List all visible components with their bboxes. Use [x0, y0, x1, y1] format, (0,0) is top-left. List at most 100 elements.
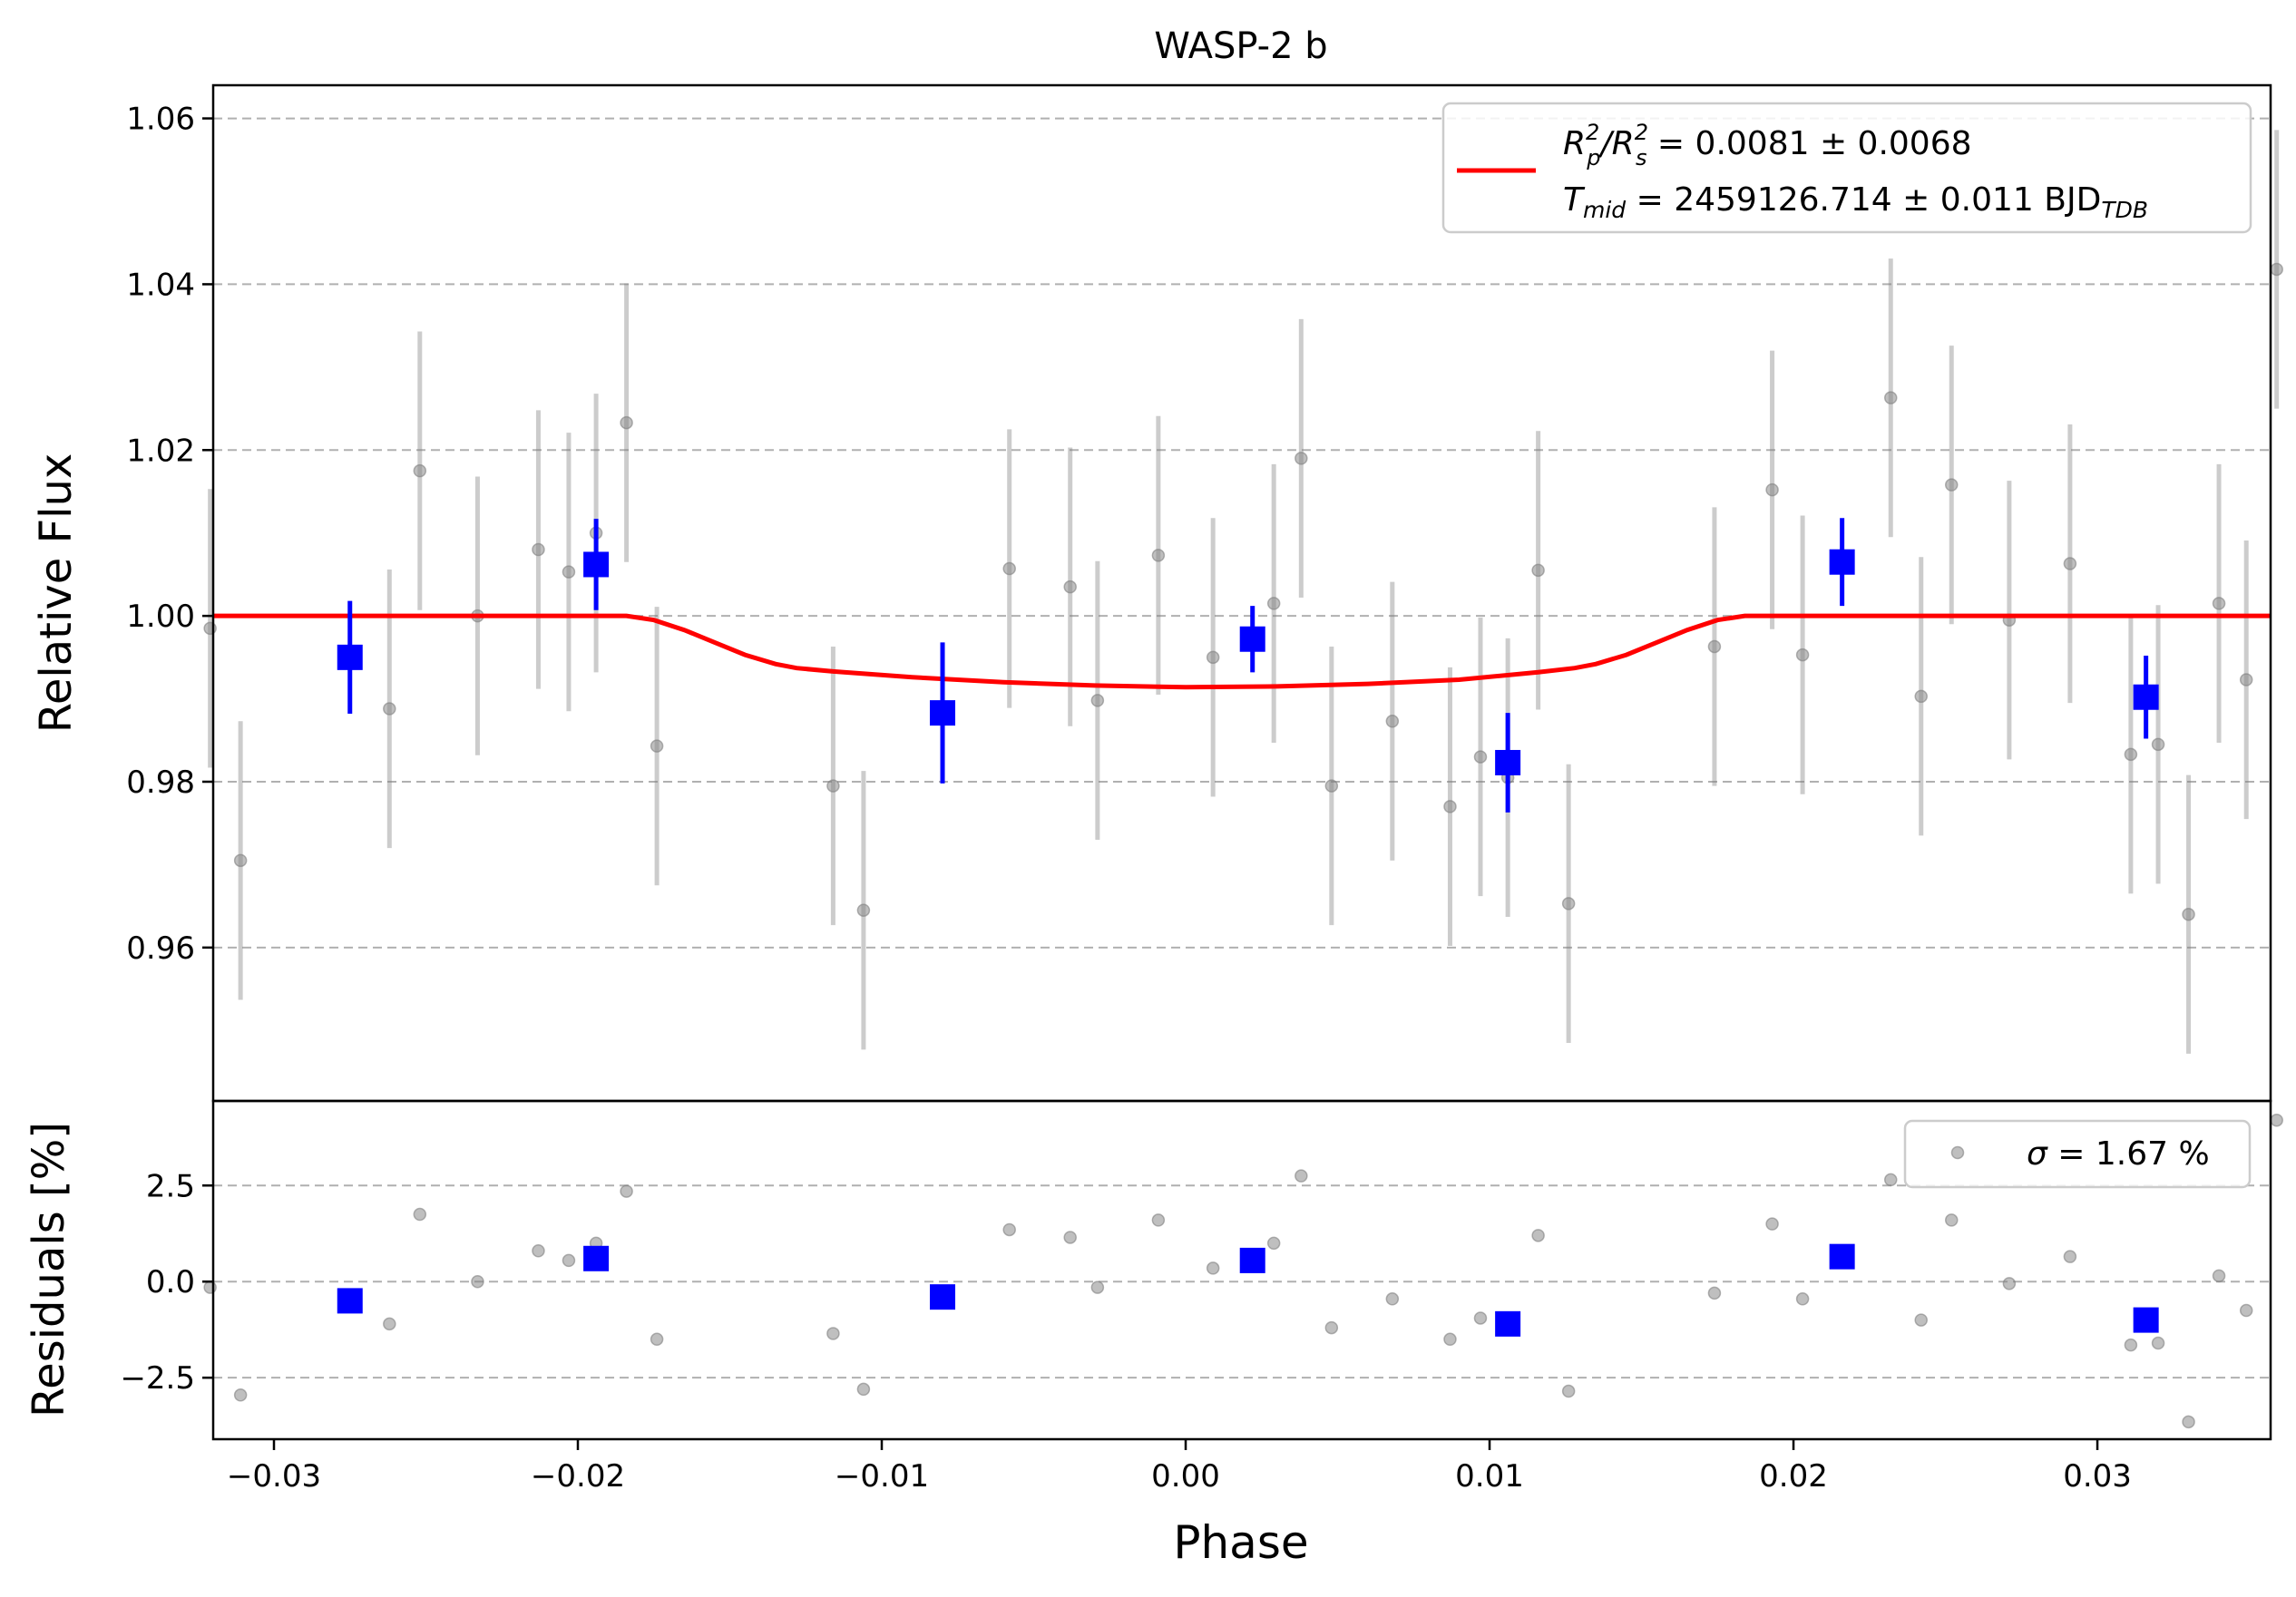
- raw-residual-point: [1561, 1384, 1576, 1398]
- raw-flux-point: [1002, 561, 1016, 576]
- raw-residual-point: [650, 1332, 664, 1347]
- raw-residual-point: [562, 1253, 576, 1268]
- raw-flux-point: [1795, 648, 1810, 662]
- legend-sigma: σ = 1.67 %: [2027, 1135, 2210, 1173]
- raw-residual-point: [413, 1207, 427, 1222]
- raw-residual-point: [1765, 1217, 1779, 1231]
- phase-x-tick-label: 0.02: [1759, 1458, 1828, 1495]
- raw-flux-point: [2239, 673, 2253, 687]
- binned-flux-points: [337, 518, 2159, 813]
- raw-flux-point: [1944, 478, 1959, 492]
- raw-residual-point: [2239, 1303, 2253, 1318]
- binned-flux-point: [1829, 549, 1855, 575]
- raw-flux-point: [650, 739, 664, 753]
- phase-x-tick-label: −0.01: [835, 1458, 929, 1495]
- residuals-y-axis-label: Residuals [%]: [24, 1122, 74, 1417]
- phase-x-tick-label: −0.02: [531, 1458, 625, 1495]
- raw-flux-point: [1883, 391, 1898, 404]
- binned-residual-point: [583, 1245, 610, 1271]
- raw-residual-point: [1443, 1332, 1457, 1347]
- raw-residual-point: [532, 1244, 545, 1258]
- flux-panel: 0.96 0.98 1.00 1.02 1.04 1.06 Relative Flux R…: [31, 83, 2283, 1103]
- raw-residual-point: [1531, 1229, 1545, 1242]
- binned-flux-point: [583, 551, 610, 578]
- raw-residual-point: [1295, 1169, 1308, 1183]
- raw-flux-point: [1707, 639, 1722, 654]
- raw-residual-point: [1324, 1320, 1339, 1335]
- binned-flux-point: [337, 644, 363, 670]
- raw-residual-point: [233, 1388, 248, 1402]
- raw-flux-point: [1151, 549, 1166, 562]
- raw-residual-point: [383, 1317, 396, 1331]
- raw-flux-point: [2182, 908, 2195, 921]
- raw-residual-points: [203, 1113, 2283, 1429]
- residuals-y-tick-label: 2.5: [146, 1168, 195, 1204]
- raw-flux-point: [1295, 452, 1308, 465]
- raw-flux-point: [1561, 897, 1576, 910]
- legend-radius-ratio: R2 p/R2 s = 0.0081 ± 0.0068: [1563, 120, 1972, 170]
- flux-y-tick-label: 1.02: [126, 433, 195, 469]
- raw-flux-points: [203, 130, 2283, 1054]
- raw-flux-point: [1473, 750, 1488, 764]
- raw-flux-point: [2063, 557, 2077, 570]
- binned-residual-point: [2133, 1307, 2159, 1333]
- raw-flux-point: [1324, 779, 1339, 793]
- binned-residual-point: [1829, 1243, 1855, 1270]
- binned-flux-point: [2133, 684, 2159, 710]
- flux-y-tick-label: 0.98: [126, 764, 195, 801]
- binned-residual-point: [930, 1284, 956, 1310]
- raw-flux-point: [2151, 737, 2165, 752]
- raw-flux-point: [1765, 482, 1779, 497]
- binned-residual-point: [1495, 1310, 1521, 1337]
- raw-flux-point: [1914, 689, 1928, 704]
- raw-residual-point: [1914, 1313, 1928, 1327]
- flux-legend: R2 p/R2 s = 0.0081 ± 0.0068 Tmid = 2459126…: [1441, 102, 2252, 234]
- raw-flux-point: [826, 779, 840, 793]
- residuals-panel-frame: [211, 1099, 2272, 1441]
- raw-residual-point: [2270, 1113, 2283, 1127]
- raw-residual-point: [2182, 1415, 2195, 1429]
- raw-residual-point: [1385, 1292, 1400, 1306]
- phase-x-tick-label: 0.03: [2063, 1458, 2132, 1495]
- raw-residual-point: [620, 1184, 633, 1198]
- raw-residual-point: [2124, 1338, 2138, 1352]
- residuals-panel: −2.5 0.0 2.5 −0.03 −0.02 −0.01 0.00 0.01 0.02 0.…: [24, 1099, 2283, 1569]
- phase-x-tick-label: −0.03: [227, 1458, 321, 1495]
- raw-flux-point: [2270, 262, 2283, 277]
- raw-flux-point: [1531, 563, 1545, 578]
- raw-flux-point: [532, 542, 545, 557]
- legend-mid-time: Tmid = 2459126.714 ± 0.011 BJDTDB: [1563, 181, 2148, 223]
- transit-model-line: [213, 613, 2271, 690]
- legend-residual-swatch: [1950, 1145, 1965, 1160]
- raw-residual-point: [1002, 1222, 1016, 1237]
- raw-residual-point: [856, 1382, 871, 1397]
- residuals-legend: σ = 1.67 %: [1903, 1119, 2252, 1189]
- raw-flux-point: [1266, 597, 1281, 610]
- raw-flux-point: [383, 702, 396, 716]
- flux-y-tick-label: 1.06: [126, 102, 195, 138]
- binned-residual-points: [337, 1243, 2159, 1337]
- raw-residual-point: [1266, 1236, 1281, 1251]
- raw-flux-point: [413, 463, 427, 478]
- raw-residual-point: [1883, 1173, 1898, 1187]
- binned-residual-point: [1239, 1247, 1265, 1273]
- binned-flux-point: [1495, 749, 1521, 775]
- phase-x-axis-label: Phase: [1173, 1516, 1308, 1569]
- residuals-y-tick-label: −2.5: [120, 1360, 195, 1397]
- phase-x-tick-label: 0.00: [1151, 1458, 1220, 1495]
- raw-flux-point: [1090, 694, 1105, 707]
- raw-flux-point: [1206, 650, 1220, 665]
- raw-residual-point: [1063, 1231, 1077, 1244]
- raw-flux-point: [2124, 747, 2138, 762]
- flux-y-axis-label: Relative Flux: [31, 453, 82, 734]
- raw-flux-point: [1063, 579, 1077, 594]
- raw-residual-point: [1473, 1311, 1488, 1325]
- flux-y-tick-label: 1.04: [126, 267, 195, 303]
- raw-residual-point: [1707, 1286, 1722, 1300]
- chart-title: WASP-2 b: [1154, 25, 1327, 67]
- flux-y-tick-label: 0.96: [126, 930, 195, 967]
- phase-x-tick-label: 0.01: [1455, 1458, 1524, 1495]
- raw-residual-point: [2151, 1336, 2165, 1350]
- raw-flux-point: [2212, 597, 2226, 610]
